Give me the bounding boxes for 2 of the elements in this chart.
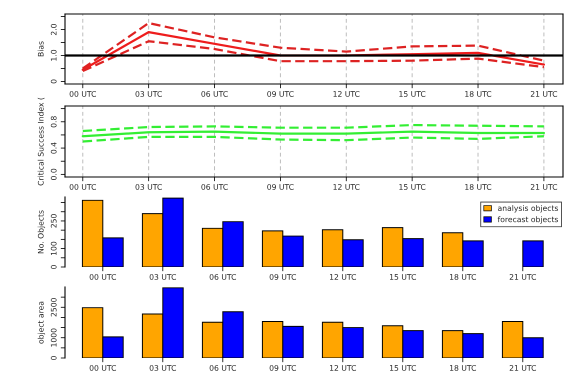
line-series xyxy=(82,22,546,70)
bar xyxy=(522,240,544,267)
